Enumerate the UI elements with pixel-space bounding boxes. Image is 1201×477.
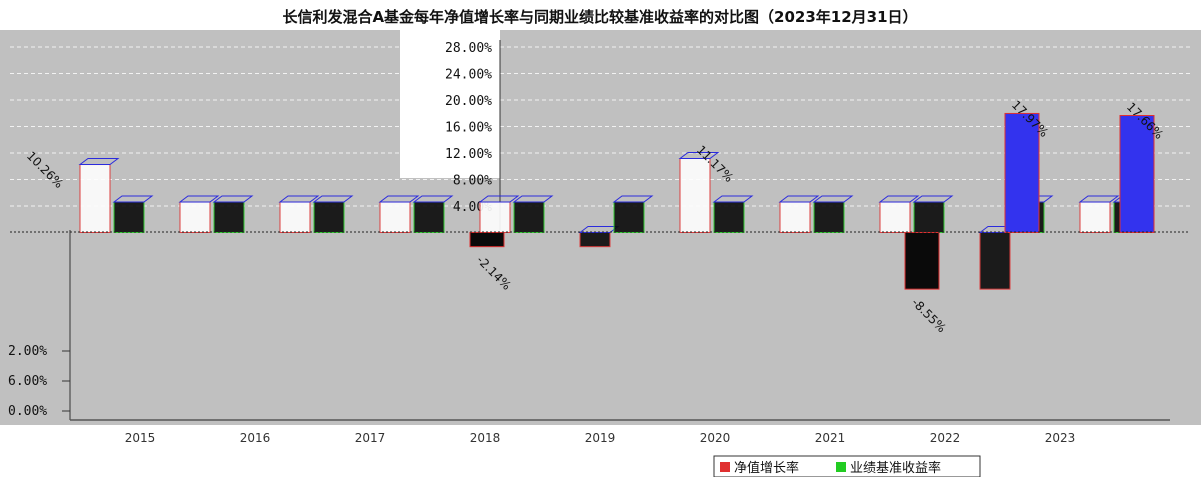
bar-net-value xyxy=(179,201,211,233)
bar-net-value xyxy=(679,157,711,233)
bar-benchmark xyxy=(413,201,445,233)
legend: 净值增长率 业绩基准收益率 xyxy=(713,455,981,477)
bar-top-face xyxy=(78,158,120,166)
bar-top-face xyxy=(178,195,220,203)
callout-bar xyxy=(1004,112,1040,233)
bar-benchmark xyxy=(813,201,845,233)
bar-top-face xyxy=(812,195,854,203)
bar-net-value xyxy=(379,201,411,233)
y-tick-label: 28.00% xyxy=(445,41,492,56)
bar-top-face xyxy=(378,195,420,203)
left-axis: 2.00% 6.00% 0.00% xyxy=(8,230,71,420)
bar-top-face xyxy=(1078,195,1120,203)
bar-benchmark xyxy=(213,201,245,233)
left-tick-label: 2.00% xyxy=(8,344,47,359)
y-tick-label: 8.00% xyxy=(453,174,492,189)
y-tick-label: 20.00% xyxy=(445,94,492,109)
bar-top-face xyxy=(612,195,654,203)
bar-top-face xyxy=(912,195,954,203)
x-tick-label: 2022 xyxy=(930,431,961,445)
y-tick-label: 12.00% xyxy=(445,147,492,162)
bar-net-value xyxy=(79,164,111,233)
legend-box xyxy=(713,455,981,477)
y-axis: 28.00%24.00%20.00%16.00%12.00%8.00%4.00% xyxy=(445,40,501,230)
x-tick-label: 2018 xyxy=(470,431,501,445)
bar-top-face xyxy=(512,195,554,203)
bar-top-face xyxy=(312,195,354,203)
left-tick-label: 6.00% xyxy=(8,374,47,389)
x-tick-label: 2017 xyxy=(355,431,386,445)
x-tick-label: 2016 xyxy=(240,431,271,445)
bar-net-value xyxy=(779,201,811,233)
legend-swatch-net-value xyxy=(720,462,730,472)
bar-net-value xyxy=(279,201,311,233)
callout-bar xyxy=(1119,115,1155,233)
bar-top-face xyxy=(712,195,754,203)
bar-net-value xyxy=(1079,201,1111,233)
bar-benchmark xyxy=(513,201,545,233)
y-tick-label: 16.00% xyxy=(445,121,492,136)
y-tick-label: 24.00% xyxy=(445,68,492,83)
x-tick-label: 2023 xyxy=(1045,431,1076,445)
bar-net-value xyxy=(879,201,911,233)
bar-benchmark xyxy=(913,201,945,233)
callout-bar xyxy=(904,232,940,290)
x-tick-label: 2021 xyxy=(815,431,846,445)
bar-top-face xyxy=(112,195,154,203)
bar-net-value xyxy=(579,232,611,248)
bar-benchmark xyxy=(613,201,645,233)
bar-top-face xyxy=(212,195,254,203)
callout-bar xyxy=(469,232,505,248)
chart-title: 长信利发混合A基金每年净值增长率与同期业绩比较基准收益率的对比图（2023年12… xyxy=(282,8,917,26)
bar-top-face xyxy=(412,195,454,203)
bar-top-face xyxy=(678,151,720,159)
left-tick-label: 0.00% xyxy=(8,404,47,419)
grid xyxy=(10,46,1190,207)
bar-top-face xyxy=(778,195,820,203)
bar-top-face xyxy=(278,195,320,203)
legend-label-net-value: 净值增长率 xyxy=(734,460,799,476)
bar-benchmark xyxy=(313,201,345,233)
bar-top-face xyxy=(878,195,920,203)
x-tick-label: 2019 xyxy=(585,431,616,445)
bar-top-face xyxy=(478,195,520,203)
x-axis: 2015 2016 2017 2018 2019 2020 2021 2022 2023 xyxy=(125,431,1076,445)
bar-net-value xyxy=(479,201,511,233)
legend-swatch-benchmark xyxy=(836,462,846,472)
bar-net-value xyxy=(979,232,1011,290)
bar-benchmark xyxy=(713,201,745,233)
legend-label-benchmark: 业绩基准收益率 xyxy=(850,460,941,476)
x-tick-label: 2015 xyxy=(125,431,156,445)
bar-benchmark xyxy=(113,201,145,233)
x-tick-label: 2020 xyxy=(700,431,731,445)
